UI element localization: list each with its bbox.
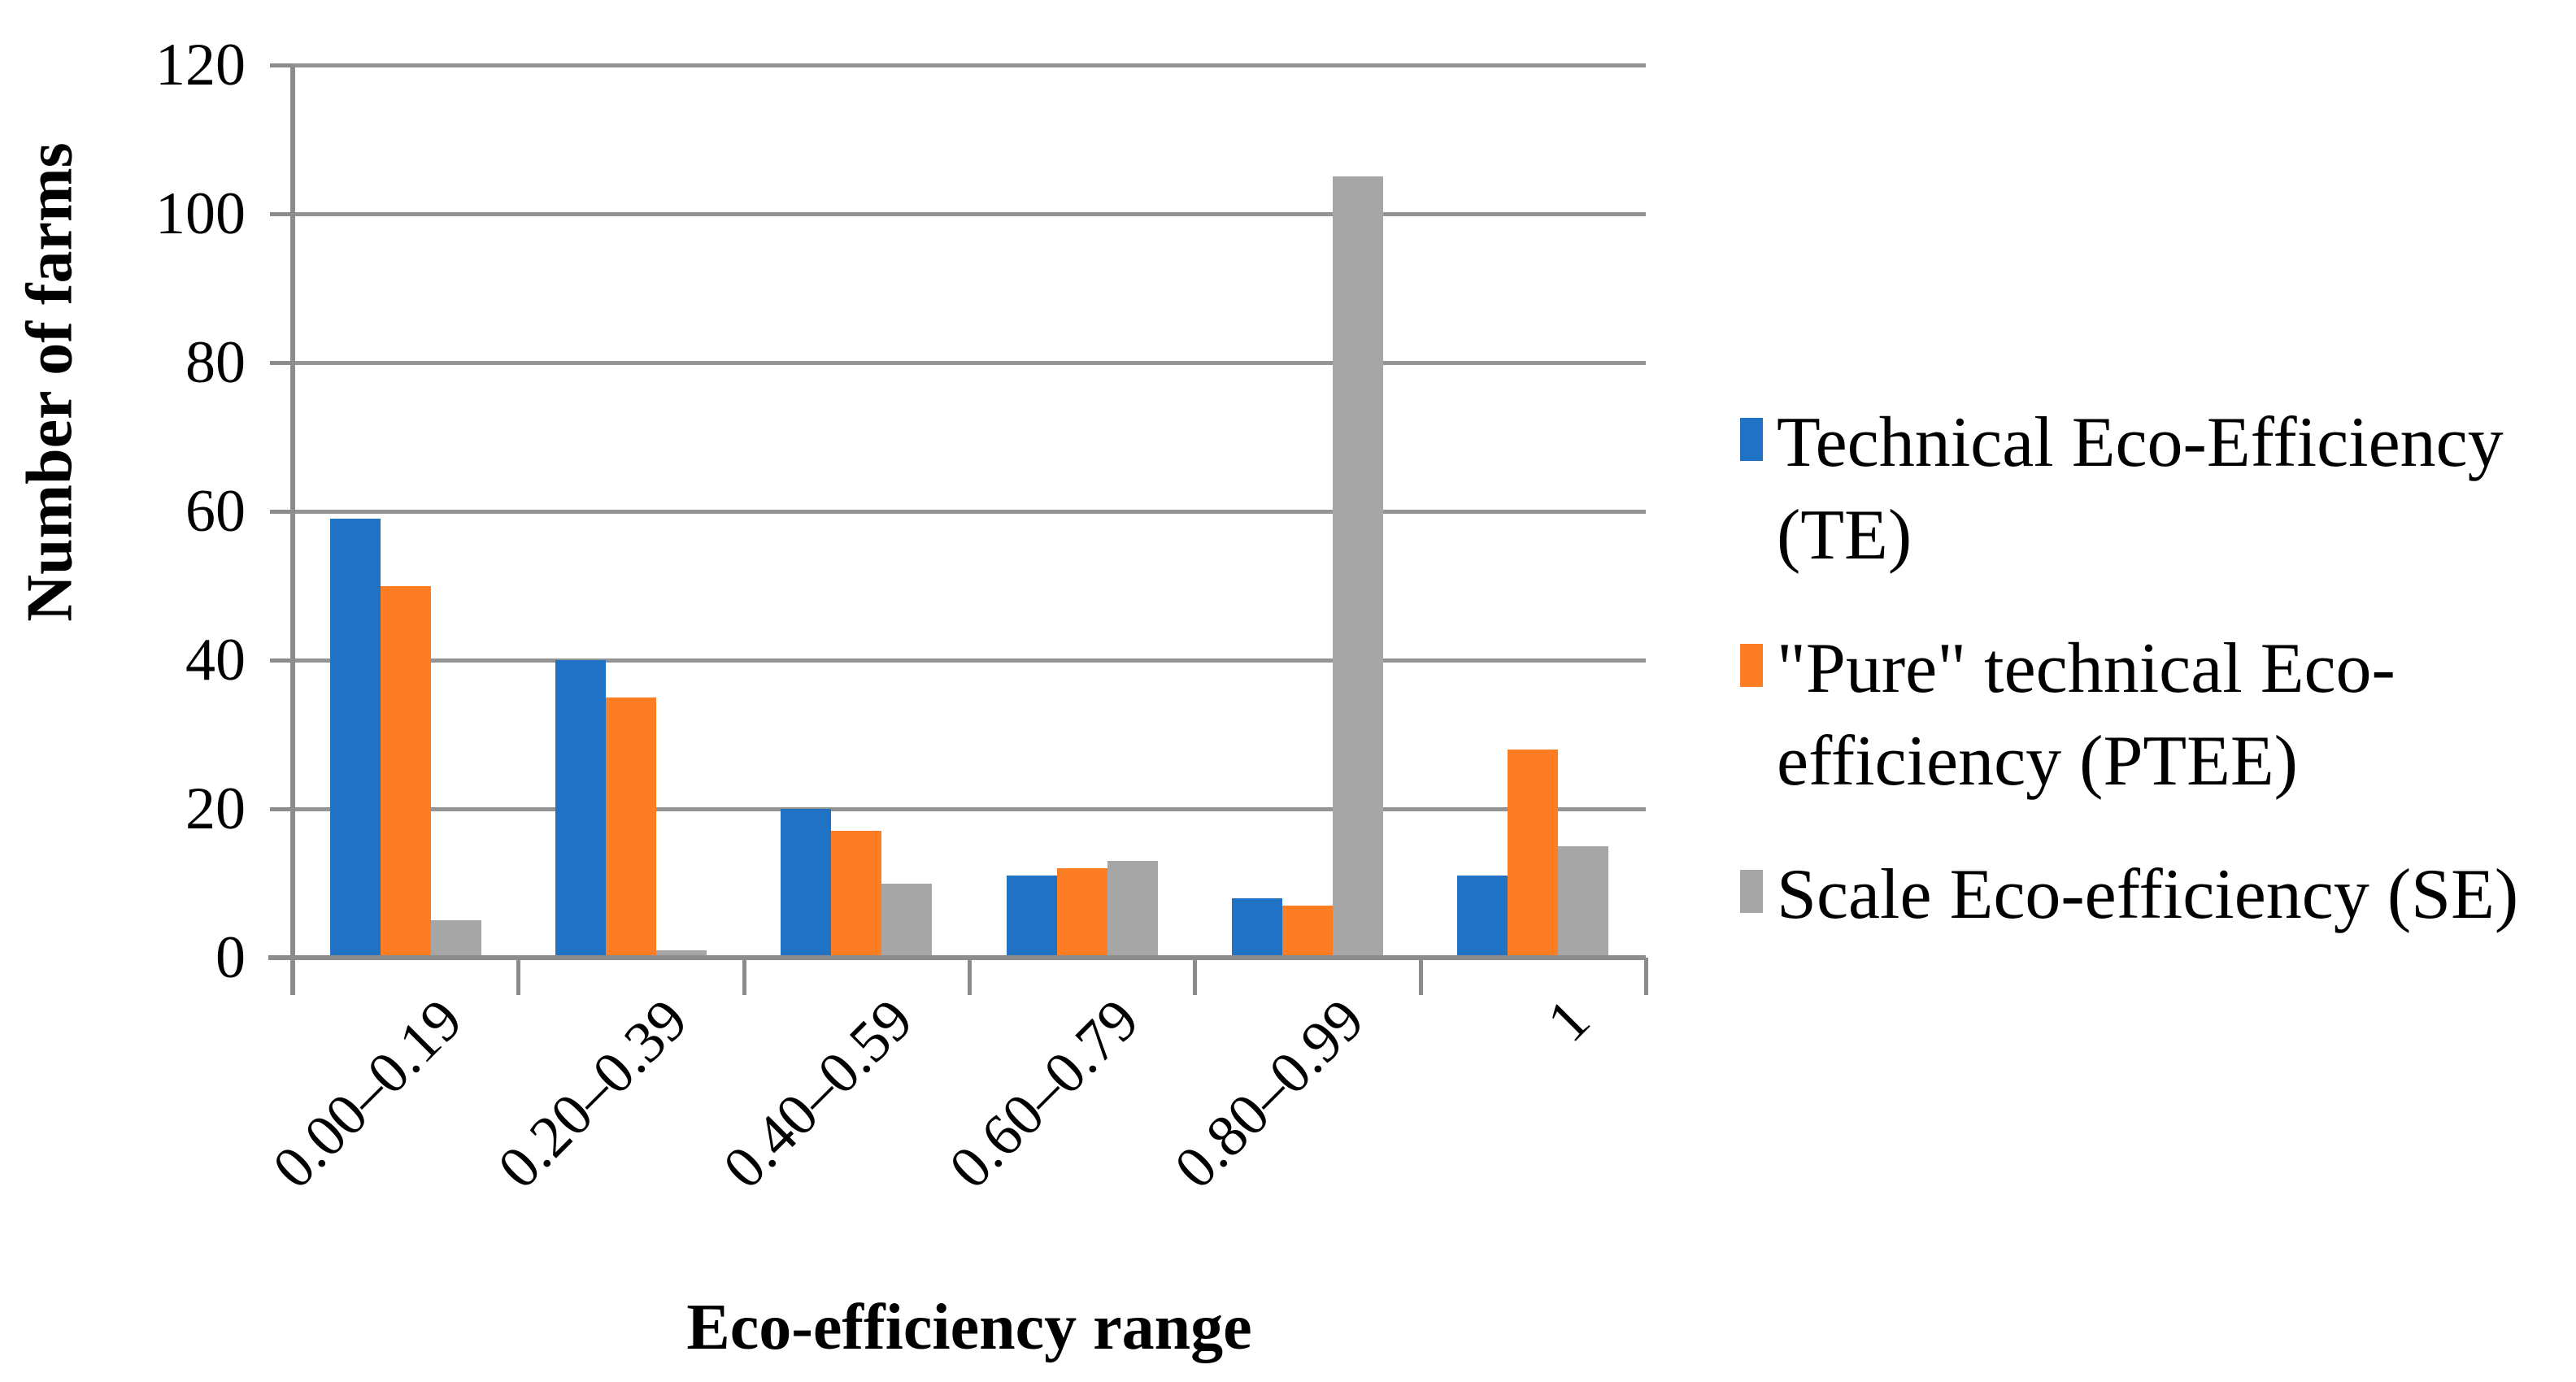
bar [1056,868,1107,958]
y-tick-label: 100 [155,180,246,247]
legend-label: Scale Eco-efficiency (SE) [1777,849,2518,941]
y-axis-tick [270,361,293,365]
gridline [293,361,1646,365]
y-tick-label: 120 [155,32,246,98]
x-axis-tick [1418,958,1423,995]
bar [606,697,656,958]
x-axis-title: Eco-efficiency range [686,1292,1252,1363]
y-tick-label: 80 [185,329,246,396]
y-tick-label: 40 [185,627,246,693]
legend-label: "Pure" technical Eco-efficiency (PTEE) [1777,623,2395,808]
y-tick-label: 20 [185,776,246,842]
legend-label: Technical Eco-Efficiency (TE) [1777,397,2504,582]
legend: Technical Eco-Efficiency (TE) "Pure" techn… [1740,397,2569,982]
x-axis-tick [742,958,746,995]
x-category-label: 0.40–0.59 [711,986,925,1202]
gridline [293,658,1646,663]
bar [329,519,381,958]
bar [430,920,481,958]
y-tick-label: 0 [215,924,246,991]
bar [781,809,832,958]
bar [1457,876,1508,958]
bar [1006,876,1057,958]
legend-label-line: "Pure" technical Eco- [1777,629,2395,708]
bar [881,883,933,958]
bar [1333,176,1383,958]
x-category-label: 0.20–0.39 [485,986,700,1202]
x-axis-tick [1644,958,1648,995]
legend-item: Scale Eco-efficiency (SE) [1740,849,2569,941]
y-axis-tick [270,807,293,811]
y-axis-tick [270,510,293,514]
legend-label-line: Scale Eco-efficiency (SE) [1777,855,2519,934]
gridline [293,807,1646,811]
legend-item: "Pure" technical Eco-efficiency (PTEE) [1740,623,2569,808]
bar [831,831,882,958]
x-axis-tick [291,958,295,995]
x-category-label: 1 [1534,986,1602,1054]
legend-label-line: efficiency (PTEE) [1777,722,2298,801]
legend-item: Technical Eco-Efficiency (TE) [1740,397,2569,582]
legend-color-swatch [1740,418,1763,461]
x-category-label: 0.60–0.79 [936,986,1151,1202]
gridline [293,212,1646,216]
legend-color-swatch [1740,644,1763,687]
y-axis-tick [270,212,293,216]
legend-label-line: (TE) [1777,496,1912,575]
legend-label-line: Technical Eco-Efficiency [1777,403,2504,482]
x-axis-line [268,955,1646,960]
bar [380,585,431,958]
legend-color-swatch [1740,870,1763,913]
x-axis-tick [968,958,972,995]
y-axis-tick [270,658,293,663]
bar [1282,905,1333,958]
bar [1558,845,1609,958]
bar [1107,861,1158,958]
x-category-label: 0.00–0.19 [259,986,475,1202]
x-axis-tick [516,958,521,995]
bar [555,660,606,958]
bar [656,950,707,958]
y-tick-label: 60 [185,478,246,545]
gridline [293,63,1646,67]
y-axis-line [290,65,295,995]
x-category-label: 0.80–0.99 [1161,986,1377,1202]
bar [1232,897,1282,958]
bar [1508,749,1559,958]
x-axis-tick [1193,958,1198,995]
y-axis-tick [270,63,293,67]
gridline [293,510,1646,514]
